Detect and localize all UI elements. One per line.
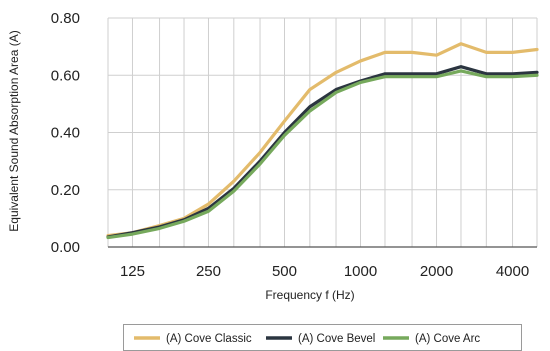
legend-items: (A) Cove Classic (A) Cove Bevel (A) Cove A… bbox=[134, 333, 480, 345]
series-lines bbox=[106, 42, 539, 240]
y-tick-label: 0.20 bbox=[51, 182, 80, 199]
x-tick-label: 125 bbox=[120, 263, 145, 280]
legend-label: (A) Cove Classic bbox=[166, 333, 252, 345]
grid bbox=[107, 17, 538, 248]
legend-label: (A) Cove Arc bbox=[415, 333, 480, 345]
x-tick-label: 500 bbox=[272, 263, 297, 280]
y-tick-label: 0.60 bbox=[51, 67, 80, 84]
x-tick-label: 1000 bbox=[344, 263, 377, 280]
legend-box bbox=[123, 324, 522, 351]
legend: (A) Cove Classic (A) Cove Bevel (A) Cove A… bbox=[123, 324, 522, 351]
x-tick-label: 250 bbox=[196, 263, 221, 280]
y-tick-label: 0.80 bbox=[51, 10, 80, 27]
x-tick-label: 4000 bbox=[496, 263, 529, 280]
legend-label: (A) Cove Bevel bbox=[298, 333, 375, 345]
x-tick-label: 2000 bbox=[420, 263, 453, 280]
x-axis-ticks: 125 250 500 1000 2000 4000 bbox=[120, 263, 529, 280]
y-axis-ticks: 0.00 0.20 0.40 0.60 0.80 bbox=[51, 10, 80, 256]
series-line bbox=[106, 69, 539, 240]
y-tick-label: 0.40 bbox=[51, 125, 80, 142]
y-axis-label: Equivalent Sound Absorption Area (A) bbox=[7, 30, 21, 231]
x-axis-label: Frequency f (Hz) bbox=[265, 288, 354, 302]
y-tick-label: 0.00 bbox=[51, 239, 80, 256]
series-line bbox=[106, 65, 539, 239]
